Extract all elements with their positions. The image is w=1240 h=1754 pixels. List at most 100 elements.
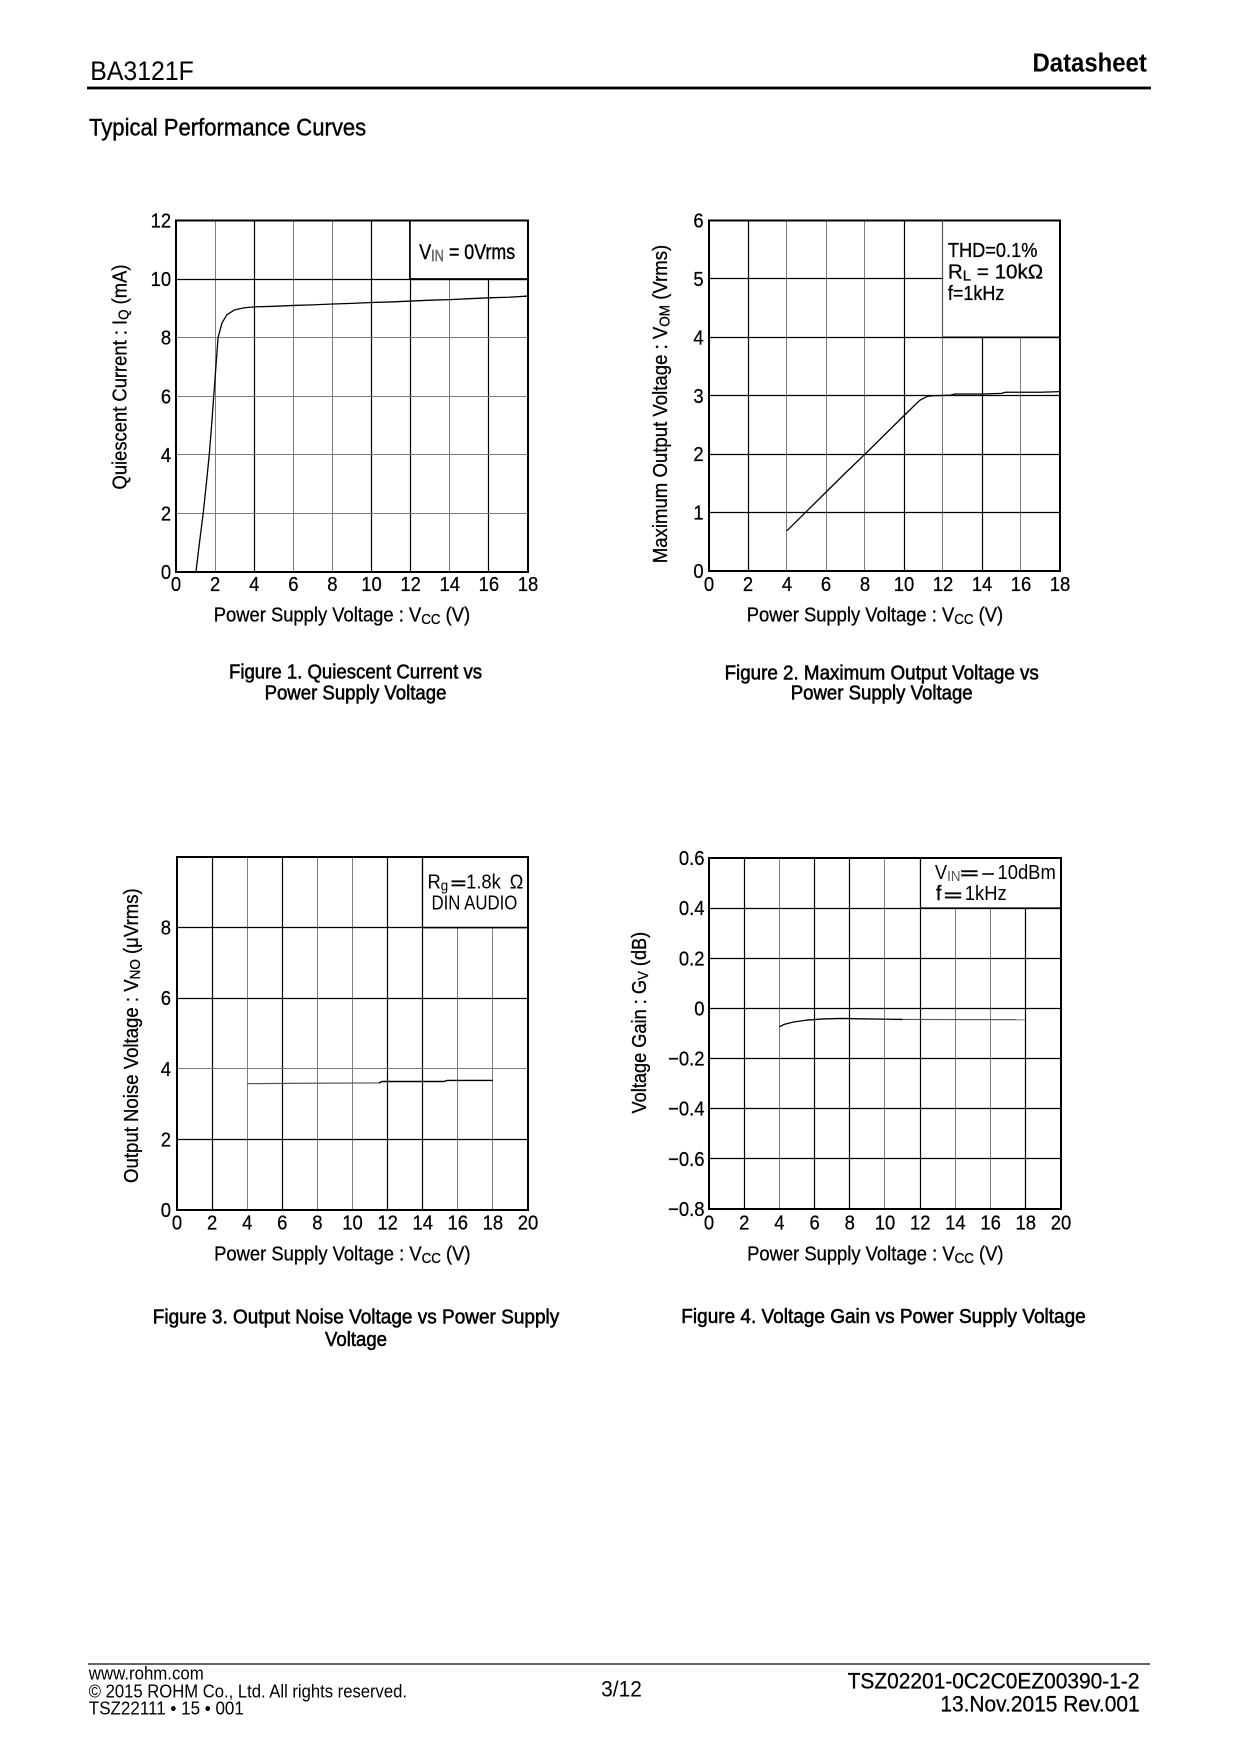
svg-text:1: 1 — [693, 502, 703, 525]
svg-text:8: 8 — [327, 573, 337, 596]
svg-text:1.8k: 1.8k — [466, 872, 501, 894]
svg-text:Power Supply Voltage : VCC (V): Power Supply Voltage : VCC (V) — [214, 1244, 470, 1266]
svg-text:0: 0 — [161, 561, 171, 584]
svg-text:8: 8 — [845, 1212, 855, 1235]
svg-text:Rg: Rg — [428, 872, 449, 894]
svg-text:Output Noise Voltage : VNO (μV: Output Noise Voltage : VNO (μVrms) — [122, 888, 144, 1183]
svg-text:2: 2 — [210, 573, 220, 596]
svg-text:14: 14 — [972, 573, 993, 596]
svg-text:6: 6 — [161, 987, 171, 1010]
svg-text:Power Supply Voltage : VCC (V): Power Supply Voltage : VCC (V) — [214, 605, 470, 627]
svg-text:4: 4 — [693, 326, 703, 349]
svg-text:THD=0.1%: THD=0.1% — [948, 240, 1037, 262]
svg-text:8: 8 — [860, 573, 870, 596]
svg-text:16: 16 — [479, 573, 500, 596]
svg-text:0: 0 — [171, 573, 181, 596]
svg-text:13.Nov.2015 Rev.001: 13.Nov.2015 Rev.001 — [940, 1691, 1139, 1717]
svg-text:Maximum Output Voltage : VOM (: Maximum Output Voltage : VOM (Vrms) — [651, 245, 673, 564]
svg-text:TSZ22111 • 15 • 001: TSZ22111 • 15 • 001 — [89, 1698, 244, 1719]
svg-text:0.4: 0.4 — [679, 897, 705, 920]
svg-text:10: 10 — [875, 1212, 896, 1235]
svg-text:3: 3 — [693, 385, 703, 408]
svg-text:−0.2: −0.2 — [668, 1048, 704, 1071]
svg-text:0: 0 — [704, 573, 714, 596]
svg-text:VIN = 0Vrms: VIN = 0Vrms — [419, 240, 515, 265]
svg-text:8: 8 — [161, 327, 171, 350]
svg-text:TSZ02201-0C2C0EZ00390-1-2: TSZ02201-0C2C0EZ00390-1-2 — [848, 1668, 1140, 1694]
svg-text:16: 16 — [980, 1212, 1001, 1235]
svg-text:18: 18 — [1016, 1212, 1037, 1235]
svg-text:Power Supply Voltage: Power Supply Voltage — [791, 683, 973, 705]
svg-text:f: f — [936, 883, 942, 905]
svg-text:10: 10 — [894, 573, 915, 596]
svg-text:0: 0 — [693, 560, 703, 583]
svg-text:6: 6 — [161, 385, 171, 408]
svg-text:0: 0 — [172, 1212, 182, 1235]
svg-text:4: 4 — [782, 573, 792, 596]
svg-text:f=1kHz: f=1kHz — [948, 283, 1004, 305]
svg-text:Figure 1. Quiescent Current vs: Figure 1. Quiescent Current vs — [229, 662, 482, 684]
svg-text:BA3121F: BA3121F — [90, 57, 194, 86]
svg-text:4: 4 — [161, 444, 171, 467]
svg-text:0: 0 — [161, 1199, 171, 1222]
svg-text:18: 18 — [1050, 573, 1071, 596]
svg-text:0: 0 — [704, 1212, 714, 1235]
svg-text:14: 14 — [945, 1212, 966, 1235]
svg-text:© 2015 ROHM Co., Ltd. All righ: © 2015 ROHM Co., Ltd. All rights reserve… — [89, 1680, 407, 1701]
svg-text:18: 18 — [483, 1212, 504, 1235]
svg-text:18: 18 — [518, 573, 539, 596]
svg-text:4: 4 — [249, 573, 259, 596]
svg-text:2: 2 — [693, 443, 703, 466]
svg-text:Typical Performance Curves: Typical Performance Curves — [89, 113, 366, 140]
svg-text:4: 4 — [774, 1212, 784, 1235]
svg-text:0.2: 0.2 — [679, 947, 705, 970]
svg-text:RL = 10kΩ: RL = 10kΩ — [948, 262, 1043, 285]
svg-text:Power Supply Voltage : VCC (V): Power Supply Voltage : VCC (V) — [747, 1244, 1003, 1266]
svg-text:2: 2 — [207, 1212, 217, 1235]
svg-text:2: 2 — [739, 1212, 749, 1235]
svg-text:−0.6: −0.6 — [668, 1148, 704, 1171]
svg-text:Voltage Gain : GV (dB): Voltage Gain : GV (dB) — [629, 932, 651, 1114]
svg-text:−0.8: −0.8 — [668, 1198, 704, 1221]
svg-text:6: 6 — [693, 210, 703, 233]
svg-text:2: 2 — [161, 1129, 171, 1152]
svg-text:4: 4 — [161, 1058, 171, 1081]
svg-text:−0.4: −0.4 — [668, 1098, 705, 1121]
svg-text:4: 4 — [242, 1212, 252, 1235]
svg-text:Figure 4. Voltage Gain vs Powe: Figure 4. Voltage Gain vs Power Supply V… — [681, 1305, 1085, 1328]
svg-text:Voltage: Voltage — [325, 1329, 387, 1351]
svg-text:6: 6 — [809, 1212, 819, 1235]
svg-text:2: 2 — [161, 503, 171, 526]
svg-text:8: 8 — [161, 917, 171, 940]
svg-text:Power Supply Voltage : VCC (V): Power Supply Voltage : VCC (V) — [747, 605, 1003, 627]
svg-text:8: 8 — [312, 1212, 322, 1235]
svg-text:VIN: VIN — [935, 862, 961, 884]
svg-text:16: 16 — [448, 1212, 469, 1235]
svg-text:Quiescent Current : IQ (mA): Quiescent Current : IQ (mA) — [110, 265, 132, 490]
svg-text:2: 2 — [743, 573, 753, 596]
svg-text:10: 10 — [361, 573, 382, 596]
svg-text:12: 12 — [400, 573, 421, 596]
svg-text:12: 12 — [151, 210, 172, 233]
svg-text:14: 14 — [440, 573, 461, 596]
svg-text:10dBm: 10dBm — [998, 862, 1056, 884]
svg-text:Figure 3. Output Noise Voltage: Figure 3. Output Noise Voltage vs Power … — [153, 1306, 560, 1329]
svg-text:www.rohm.com: www.rohm.com — [88, 1663, 204, 1684]
svg-text:Power Supply Voltage: Power Supply Voltage — [265, 683, 447, 705]
svg-text:0.6: 0.6 — [679, 847, 705, 870]
svg-text:0: 0 — [694, 998, 704, 1021]
svg-text:1kHz: 1kHz — [965, 883, 1007, 905]
svg-text:3/12: 3/12 — [601, 1676, 642, 1702]
svg-text:Ω: Ω — [510, 872, 524, 894]
svg-text:6: 6 — [288, 573, 298, 596]
svg-text:DIN AUDIO: DIN AUDIO — [432, 891, 518, 914]
svg-text:Datasheet: Datasheet — [1033, 49, 1148, 78]
svg-text:12: 12 — [377, 1212, 398, 1235]
svg-text:10: 10 — [151, 268, 172, 291]
svg-text:10: 10 — [342, 1212, 363, 1235]
svg-text:20: 20 — [518, 1212, 539, 1235]
svg-text:6: 6 — [277, 1212, 287, 1235]
svg-text:20: 20 — [1051, 1212, 1072, 1235]
svg-text:Figure 2. Maximum Output Volta: Figure 2. Maximum Output Voltage vs — [725, 662, 1039, 685]
svg-text:14: 14 — [412, 1212, 433, 1235]
